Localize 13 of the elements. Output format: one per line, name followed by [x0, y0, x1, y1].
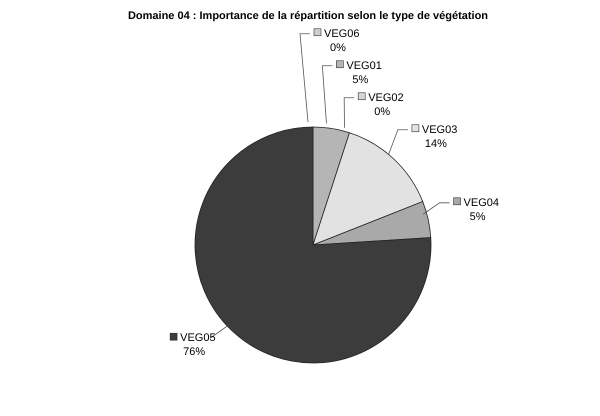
chart-title: Domaine 04 : Importance de la répartition selon le type de végétation — [126, 10, 490, 22]
data-label: 76% — [183, 346, 206, 358]
legend-label: VEG04 — [464, 196, 500, 209]
legend-label: VEG05 — [180, 332, 216, 344]
data-label: 5% — [470, 210, 486, 223]
legend-label: VEG06 — [324, 28, 360, 40]
legend-label: VEG03 — [422, 124, 458, 136]
data-label: 14% — [424, 138, 448, 150]
text: 0% — [330, 42, 346, 54]
legend-label: VEG01 — [346, 60, 382, 72]
legend-label: VEG02 — [368, 92, 404, 104]
text: 0% — [374, 106, 390, 118]
data-label: 5% — [352, 74, 369, 86]
